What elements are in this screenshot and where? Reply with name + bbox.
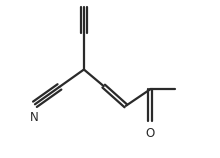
Text: O: O — [146, 127, 155, 140]
Text: N: N — [80, 0, 88, 1]
Text: N: N — [30, 111, 38, 124]
